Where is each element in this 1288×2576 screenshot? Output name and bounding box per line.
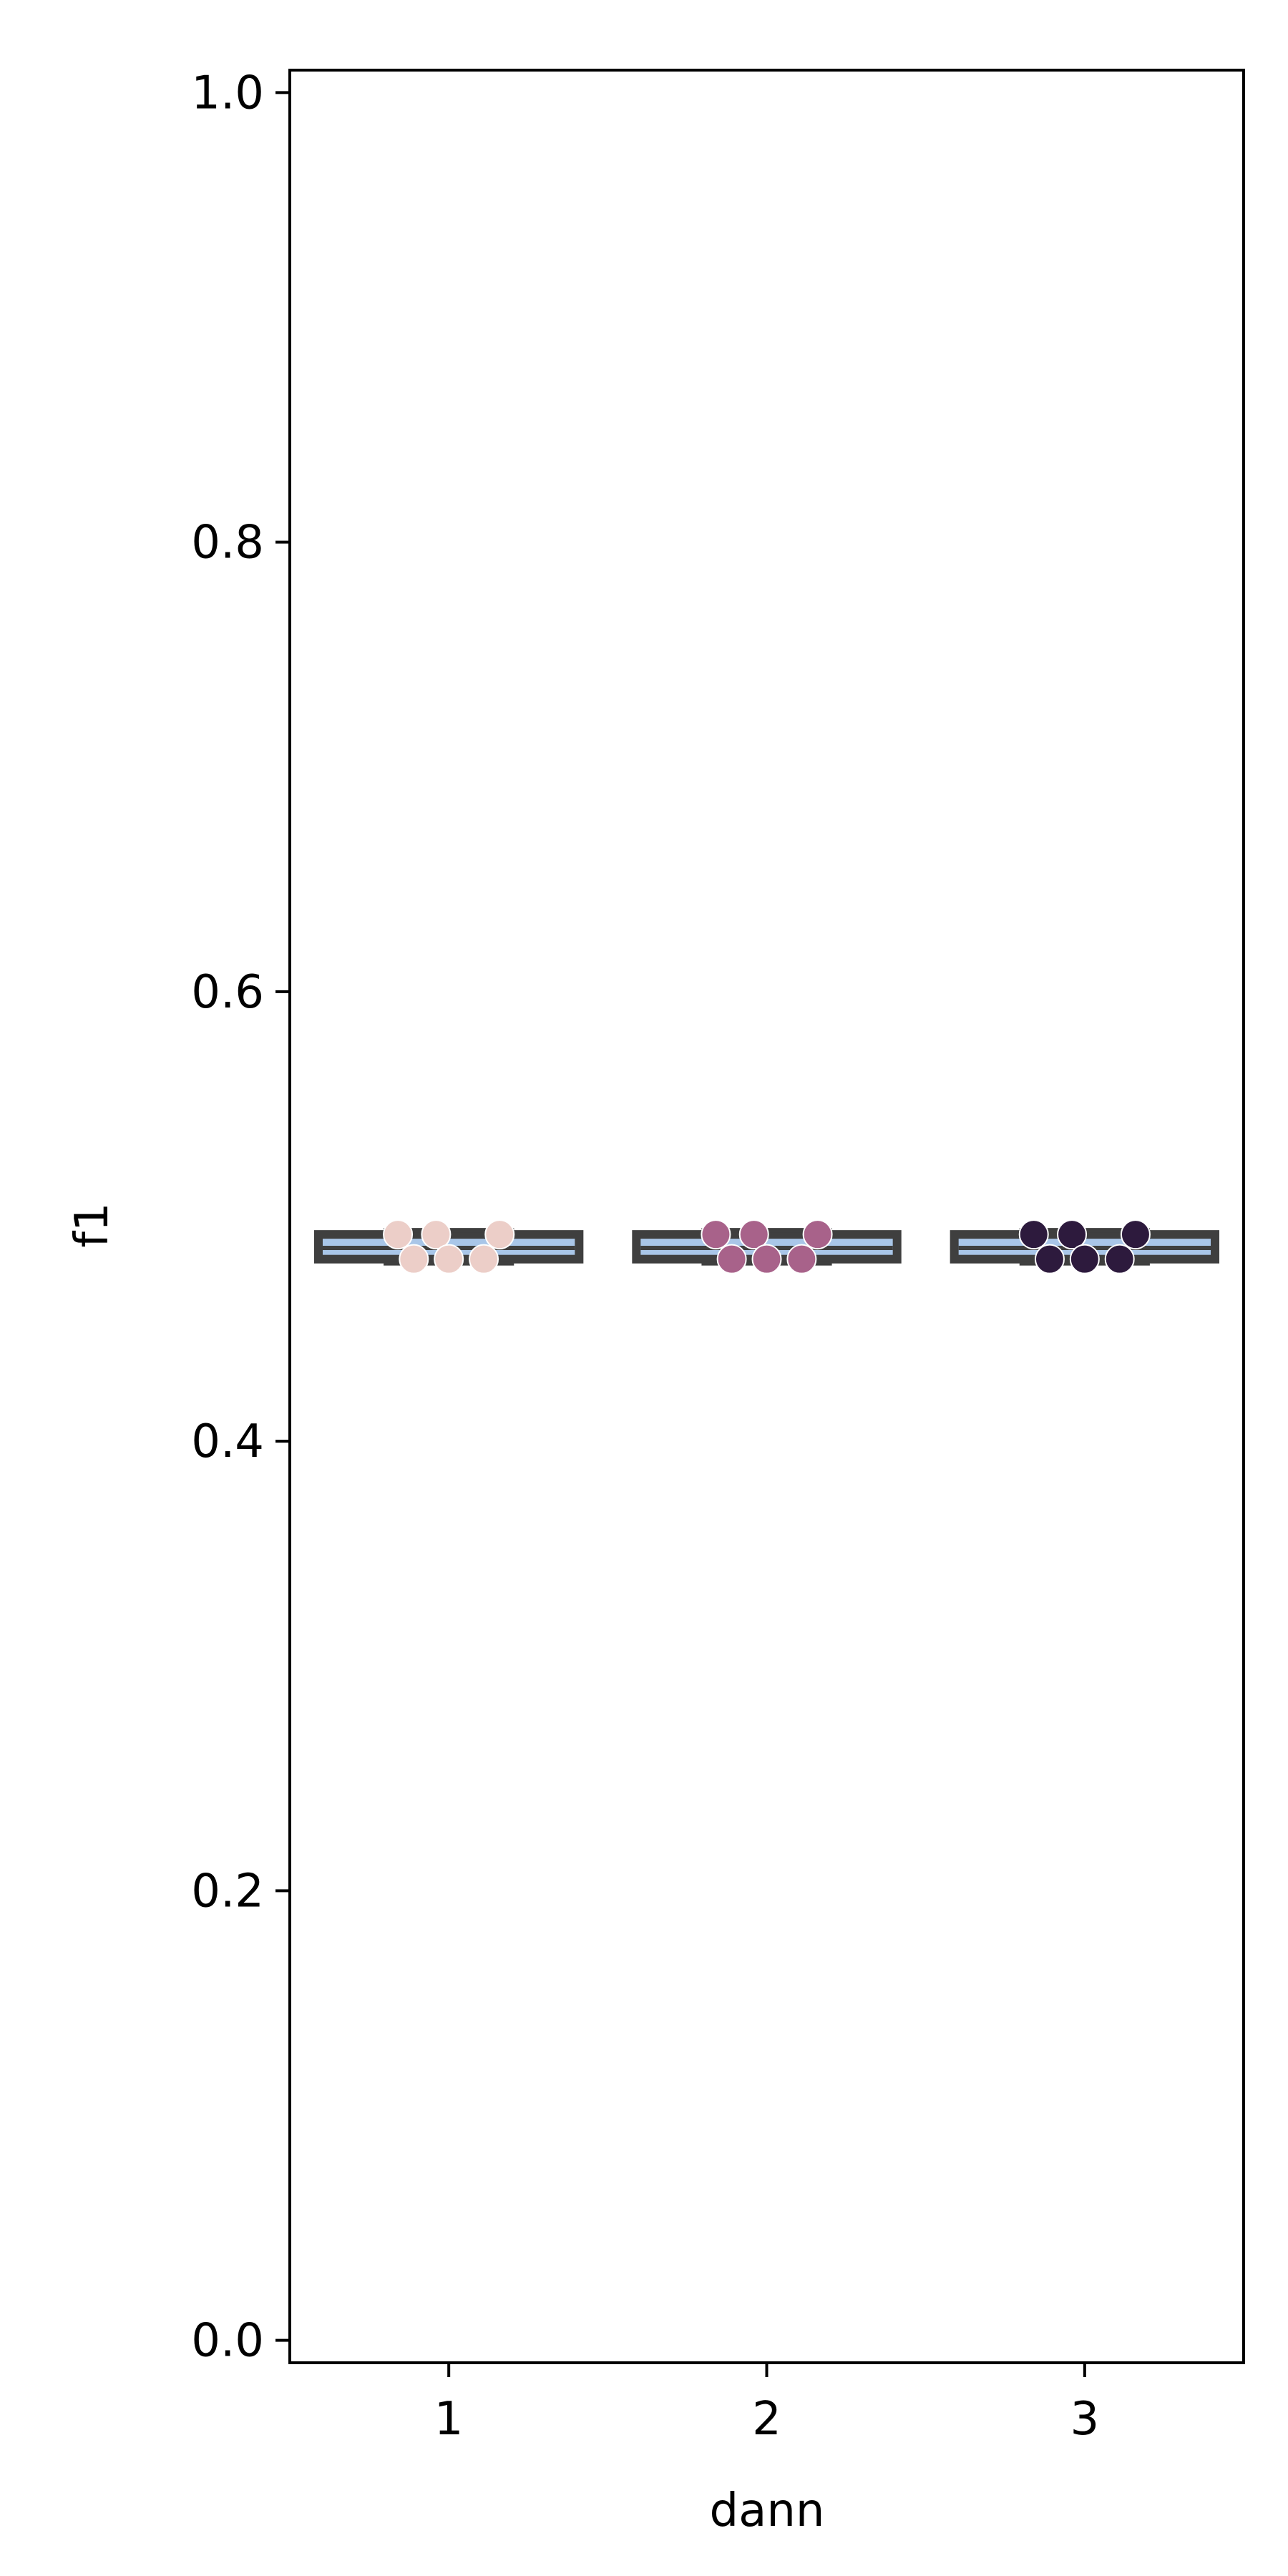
y-tick-label: 0.8 [191, 517, 264, 570]
y-axis-label: f1 [66, 1202, 119, 1247]
data-point [484, 1219, 515, 1250]
points-3 [1018, 1219, 1151, 1274]
data-point [1104, 1244, 1135, 1274]
data-point [399, 1244, 429, 1274]
data-point [1057, 1219, 1088, 1250]
data-point [421, 1219, 452, 1250]
y-tick-label: 0.6 [191, 966, 264, 1019]
y-tick-label: 0.2 [191, 1865, 264, 1918]
data-point [383, 1219, 414, 1250]
x-axis-label: dann [710, 2484, 825, 2537]
data-point [1120, 1219, 1151, 1250]
data-point [786, 1244, 817, 1274]
points-2 [701, 1219, 833, 1274]
points-1 [383, 1219, 515, 1274]
axes: 0.0 0.2 0.4 0.6 0.8 1.0 1 2 3 [191, 67, 1245, 2446]
data-point [701, 1219, 731, 1250]
plot-area [313, 1219, 1220, 1274]
data-point [1018, 1219, 1049, 1250]
y-tick-label: 1.0 [191, 67, 264, 119]
x-tick-label: 2 [752, 2393, 781, 2446]
y-tick-label: 0.4 [191, 1415, 264, 1468]
data-point [751, 1244, 782, 1274]
data-point [716, 1244, 747, 1274]
data-point [738, 1219, 769, 1250]
x-tick-label: 1 [434, 2393, 464, 2446]
x-tick-label: 3 [1070, 2393, 1099, 2446]
data-point [1069, 1244, 1100, 1274]
data-point [434, 1244, 464, 1274]
data-point [802, 1219, 833, 1250]
y-tick-label: 0.0 [191, 2315, 264, 2368]
data-point [1034, 1244, 1065, 1274]
data-point [469, 1244, 499, 1274]
